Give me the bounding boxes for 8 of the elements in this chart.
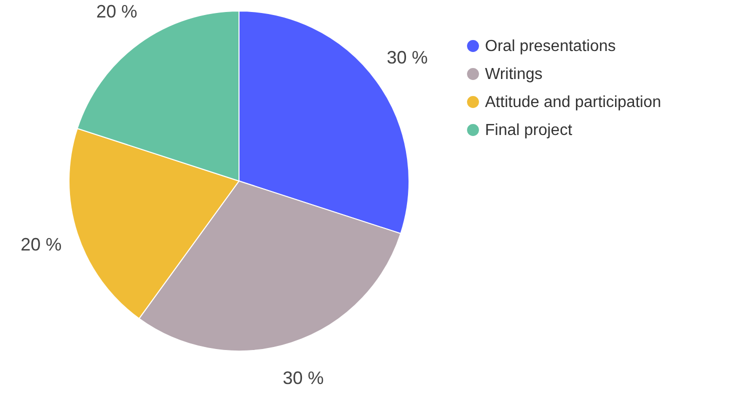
legend-label: Final project <box>485 122 573 139</box>
data-label: 30 % <box>386 48 428 68</box>
legend-label: Attitude and participation <box>485 94 662 111</box>
data-label: 30 % <box>282 368 324 388</box>
data-label: 20 % <box>20 234 62 254</box>
data-label: 20 % <box>96 2 138 22</box>
legend-label: Oral presentations <box>485 38 616 55</box>
legend-label: Writings <box>485 66 542 83</box>
